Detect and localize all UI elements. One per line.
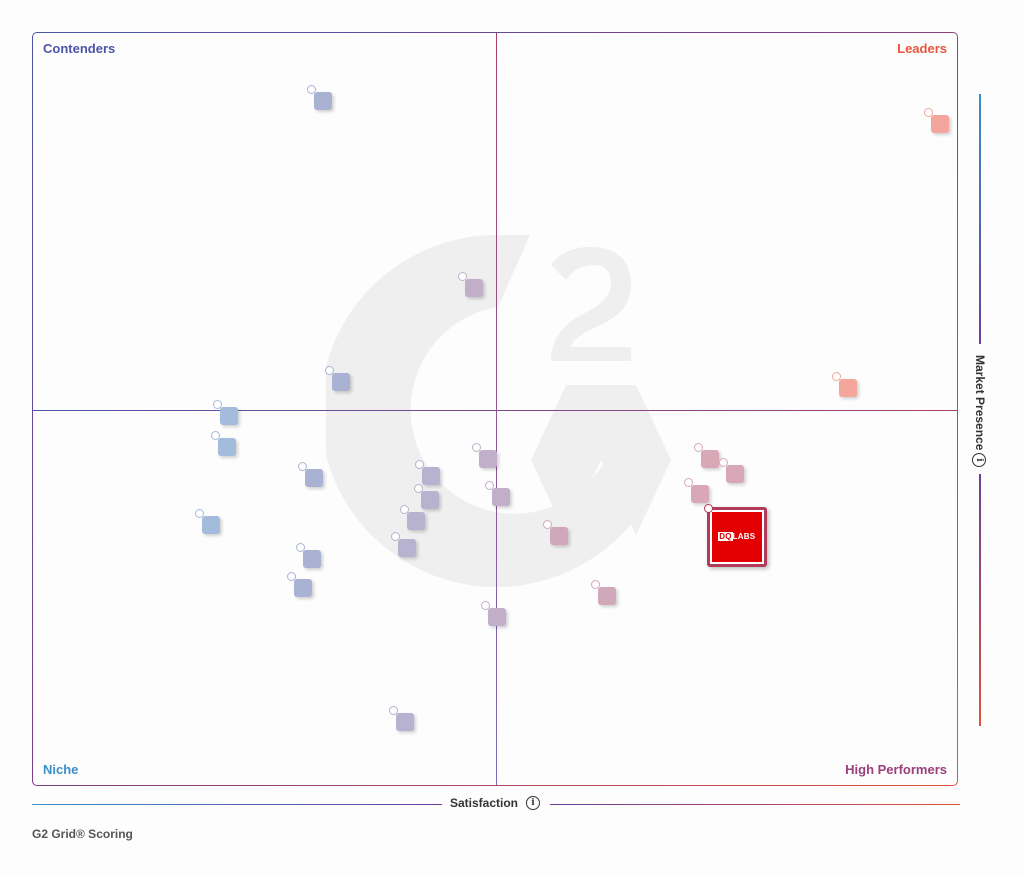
quadrant-label-high-performers: High Performers [845,762,947,777]
product-dot[interactable] [389,706,415,732]
product-dot[interactable] [415,459,441,485]
quadrant-label-niche: Niche [43,762,79,777]
satisfaction-midline [496,33,497,785]
product-dot[interactable] [306,84,332,110]
product-dot[interactable] [484,480,510,506]
featured-product-dqlabs[interactable]: DQLABS [703,503,767,567]
pin-icon [325,366,335,376]
g2-grid: Contenders Leaders Niche High Performers… [32,32,958,786]
product-dot[interactable] [471,443,497,468]
pin-icon [306,84,316,94]
pin-icon [297,461,307,471]
pin-icon [213,400,223,410]
quadrant-label-leaders: Leaders [897,41,947,56]
pin-icon [542,519,552,529]
pin-icon [484,480,494,490]
product-dot[interactable] [683,477,709,503]
pin-icon [683,477,693,487]
y-axis-label: Market Presence [973,355,987,451]
pin-icon [703,503,713,513]
pin-icon [194,509,204,519]
product-dot[interactable] [591,580,617,606]
y-axis: Market Presence i [972,94,988,726]
product-dot[interactable] [210,430,236,456]
product-dot[interactable] [457,271,483,297]
market-presence-midline [33,410,957,411]
product-dot[interactable] [718,458,744,484]
product-dot[interactable] [480,601,506,627]
product-dot[interactable] [287,571,313,597]
pin-icon [389,706,399,716]
pin-icon [924,108,934,118]
product-dot[interactable] [325,366,351,392]
pin-icon [693,443,703,452]
pin-icon [295,542,305,552]
product-dot[interactable] [194,509,220,535]
product-dot[interactable] [693,443,719,468]
dqlabs-logo: DQLABS [718,532,756,542]
x-axis: Satisfaction i [32,796,960,811]
pin-icon [287,571,297,581]
x-axis-label: Satisfaction [450,796,519,810]
product-dot[interactable] [391,531,417,557]
product-dot[interactable] [213,400,239,426]
pin-icon [210,430,220,440]
product-dot[interactable] [295,542,321,568]
product-dot[interactable] [924,108,950,134]
product-dot[interactable] [542,519,568,545]
pin-icon [718,458,728,468]
y-axis-line-bottom [979,474,981,726]
product-dot[interactable] [400,504,426,530]
product-dot[interactable] [831,372,857,398]
quadrant-label-contenders: Contenders [43,41,116,56]
pin-icon [831,372,841,382]
info-icon[interactable]: i [526,796,540,810]
y-axis-line-top [979,94,981,344]
pin-icon [415,459,425,469]
pin-icon [591,580,601,590]
pin-icon [471,443,481,452]
g2-grid-scoring-link[interactable]: G2 Grid® Scoring [32,827,133,841]
pin-icon [391,531,401,541]
pin-icon [457,271,467,281]
x-axis-line-left [32,804,442,805]
pin-icon [400,504,410,514]
g2-logo-watermark-icon [326,235,671,587]
pin-icon [414,483,424,493]
product-dot[interactable] [297,461,323,487]
info-icon[interactable]: i [972,453,986,467]
pin-icon [480,601,490,611]
x-axis-line-right [550,804,960,805]
product-dot[interactable] [414,483,440,509]
